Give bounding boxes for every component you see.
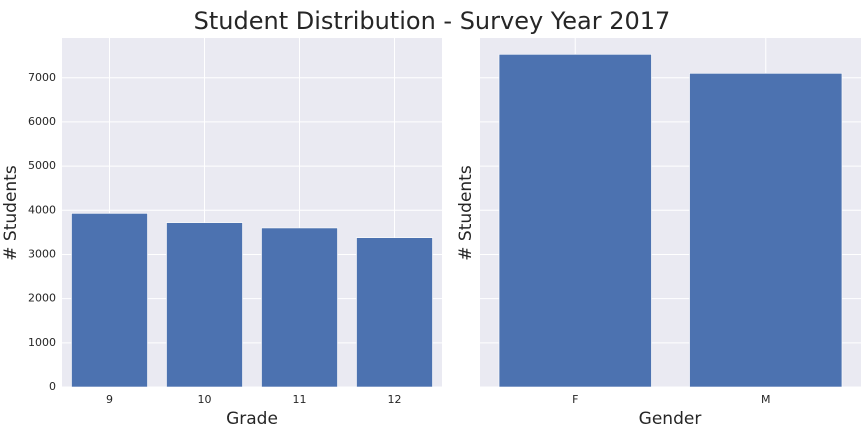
grade-ytick-label: 4000 bbox=[28, 203, 56, 216]
gender-xlabel: Gender bbox=[639, 409, 702, 429]
gender-chart: Gender # Students F M bbox=[456, 38, 861, 429]
grade-bar-11 bbox=[261, 227, 338, 388]
grade-xlabel: Grade bbox=[226, 409, 278, 429]
grade-xtick-label: 11 bbox=[293, 393, 307, 406]
grade-xtick-label: 10 bbox=[198, 393, 212, 406]
grade-ytick-label: 6000 bbox=[28, 115, 56, 128]
grade-ylabel: # Students bbox=[1, 165, 21, 261]
grade-ytick-label: 2000 bbox=[28, 292, 56, 305]
grade-bar-9 bbox=[71, 213, 148, 388]
grade-ytick-label: 3000 bbox=[28, 247, 56, 260]
grade-chart: Grade # Students 0 1000 2000 3000 4000 5000 60… bbox=[1, 38, 442, 429]
grade-ytick-label: 7000 bbox=[28, 71, 56, 84]
gender-ylabel: # Students bbox=[456, 165, 476, 261]
gender-bar-f bbox=[498, 54, 652, 388]
gender-xtick-label: M bbox=[761, 393, 771, 406]
grade-ytick-label: 5000 bbox=[28, 159, 56, 172]
grade-xtick-label: 12 bbox=[388, 393, 402, 406]
gender-xtick-label: F bbox=[572, 393, 578, 406]
grade-ytick-label: 1000 bbox=[28, 336, 56, 349]
figure-title: Student Distribution - Survey Year 2017 bbox=[194, 7, 671, 35]
gender-bar-m bbox=[689, 73, 843, 388]
grade-ytick-label: 0 bbox=[49, 380, 56, 393]
grade-bar-10 bbox=[166, 222, 243, 388]
grade-xtick-label: 9 bbox=[106, 393, 113, 406]
grade-bar-12 bbox=[356, 237, 433, 388]
